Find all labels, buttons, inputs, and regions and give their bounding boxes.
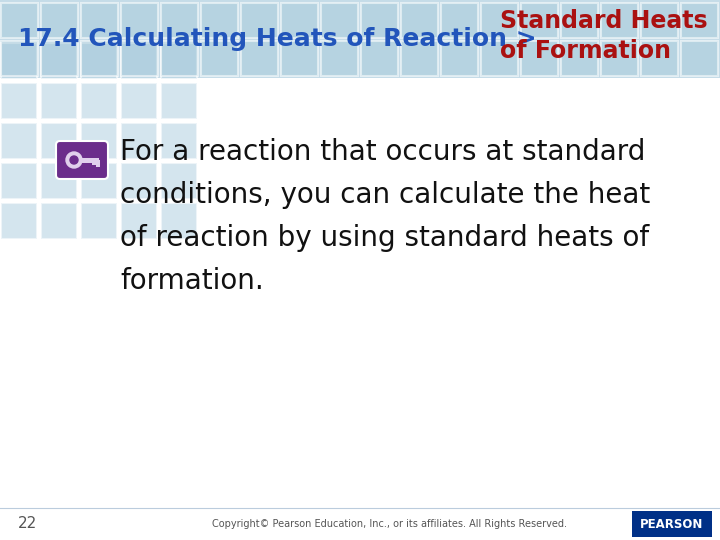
FancyBboxPatch shape: [401, 41, 438, 76]
Text: 17.4 Calculating Heats of Reaction >: 17.4 Calculating Heats of Reaction >: [18, 27, 536, 51]
FancyBboxPatch shape: [681, 3, 718, 38]
Text: of reaction by using standard heats of: of reaction by using standard heats of: [120, 224, 649, 252]
FancyBboxPatch shape: [121, 43, 157, 79]
FancyBboxPatch shape: [281, 3, 318, 38]
FancyBboxPatch shape: [41, 163, 77, 199]
FancyBboxPatch shape: [641, 41, 678, 76]
Bar: [632, 511, 712, 537]
Text: 22: 22: [18, 516, 37, 531]
FancyBboxPatch shape: [1, 163, 37, 199]
FancyBboxPatch shape: [281, 41, 318, 76]
FancyBboxPatch shape: [321, 3, 358, 38]
FancyBboxPatch shape: [441, 3, 478, 38]
FancyBboxPatch shape: [81, 83, 117, 119]
Text: PEARSON: PEARSON: [640, 517, 703, 530]
Circle shape: [66, 152, 82, 168]
FancyBboxPatch shape: [441, 41, 478, 76]
FancyBboxPatch shape: [81, 43, 117, 79]
FancyBboxPatch shape: [41, 123, 77, 159]
FancyBboxPatch shape: [481, 3, 518, 38]
FancyBboxPatch shape: [41, 43, 77, 79]
FancyBboxPatch shape: [41, 203, 77, 239]
Text: Standard Heats
of Formation: Standard Heats of Formation: [500, 9, 708, 63]
FancyBboxPatch shape: [41, 41, 78, 76]
FancyBboxPatch shape: [241, 41, 278, 76]
FancyBboxPatch shape: [161, 203, 197, 239]
FancyBboxPatch shape: [1, 43, 37, 79]
Text: formation.: formation.: [120, 267, 264, 295]
FancyBboxPatch shape: [41, 3, 78, 38]
FancyBboxPatch shape: [161, 123, 197, 159]
FancyBboxPatch shape: [1, 3, 38, 38]
FancyBboxPatch shape: [601, 41, 638, 76]
FancyBboxPatch shape: [161, 43, 197, 79]
FancyBboxPatch shape: [81, 203, 117, 239]
FancyBboxPatch shape: [1, 83, 37, 119]
FancyBboxPatch shape: [81, 163, 117, 199]
FancyBboxPatch shape: [41, 83, 77, 119]
FancyBboxPatch shape: [1, 41, 38, 76]
FancyBboxPatch shape: [521, 3, 558, 38]
FancyBboxPatch shape: [121, 41, 158, 76]
Bar: [96, 160, 100, 167]
FancyBboxPatch shape: [121, 163, 157, 199]
Bar: [0, 0, 720, 78]
FancyBboxPatch shape: [121, 83, 157, 119]
FancyBboxPatch shape: [161, 41, 198, 76]
FancyBboxPatch shape: [1, 123, 37, 159]
FancyBboxPatch shape: [161, 3, 198, 38]
FancyBboxPatch shape: [561, 3, 598, 38]
FancyBboxPatch shape: [121, 123, 157, 159]
FancyBboxPatch shape: [121, 203, 157, 239]
FancyBboxPatch shape: [321, 41, 358, 76]
FancyBboxPatch shape: [161, 83, 197, 119]
Circle shape: [70, 156, 78, 164]
Bar: [92, 160, 96, 165]
FancyBboxPatch shape: [201, 41, 238, 76]
FancyBboxPatch shape: [81, 3, 118, 38]
Text: For a reaction that occurs at standard: For a reaction that occurs at standard: [120, 138, 645, 166]
FancyBboxPatch shape: [201, 3, 238, 38]
FancyBboxPatch shape: [121, 3, 158, 38]
Bar: [79, 158, 99, 163]
FancyBboxPatch shape: [241, 3, 278, 38]
FancyBboxPatch shape: [361, 3, 398, 38]
FancyBboxPatch shape: [561, 41, 598, 76]
FancyBboxPatch shape: [81, 123, 117, 159]
FancyBboxPatch shape: [1, 203, 37, 239]
Text: conditions, you can calculate the heat: conditions, you can calculate the heat: [120, 181, 650, 209]
FancyBboxPatch shape: [521, 41, 558, 76]
FancyBboxPatch shape: [601, 3, 638, 38]
FancyBboxPatch shape: [401, 3, 438, 38]
FancyBboxPatch shape: [81, 41, 118, 76]
FancyBboxPatch shape: [681, 41, 718, 76]
FancyBboxPatch shape: [641, 3, 678, 38]
FancyBboxPatch shape: [161, 163, 197, 199]
Text: Copyright© Pearson Education, Inc., or its affiliates. All Rights Reserved.: Copyright© Pearson Education, Inc., or i…: [212, 519, 567, 529]
FancyBboxPatch shape: [361, 41, 398, 76]
FancyBboxPatch shape: [56, 141, 108, 179]
FancyBboxPatch shape: [481, 41, 518, 76]
